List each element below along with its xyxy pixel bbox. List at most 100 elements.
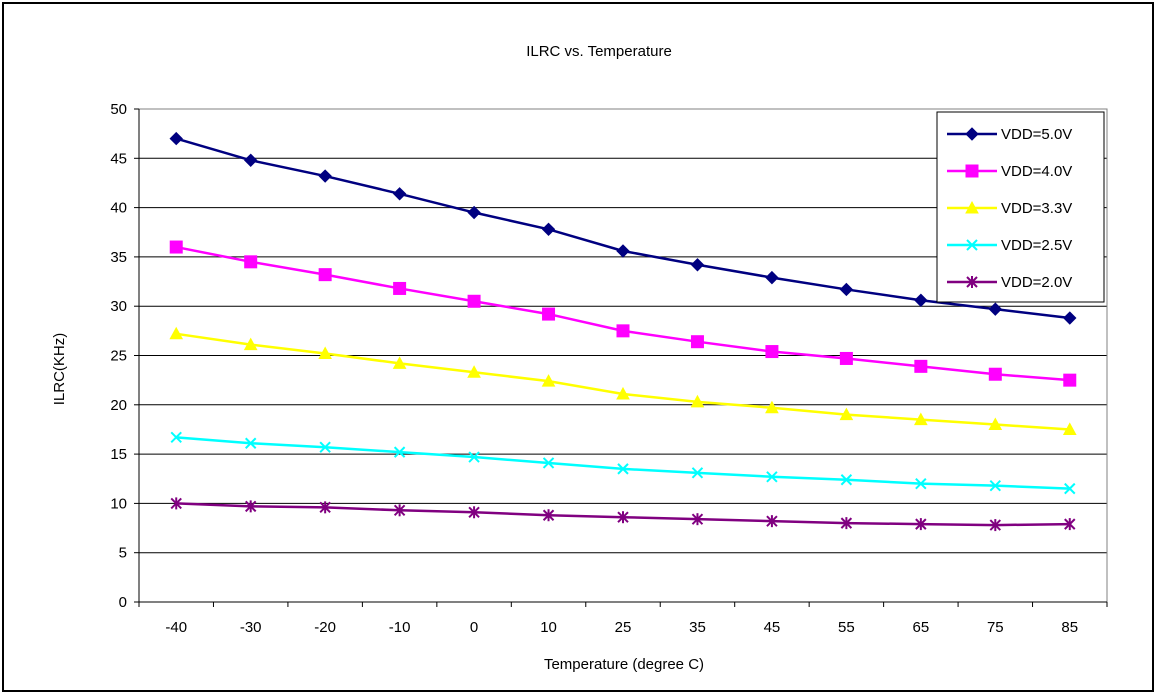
data-point <box>318 169 332 183</box>
data-point <box>170 431 182 444</box>
data-point <box>690 258 705 272</box>
data-point <box>988 417 1003 431</box>
data-point <box>617 463 629 475</box>
x-tick-label: -30 <box>240 619 262 636</box>
x-tick-label: -10 <box>389 619 411 636</box>
marker-stroke <box>691 467 704 479</box>
marker-stroke <box>617 463 629 475</box>
data-point <box>319 441 331 453</box>
legend-label: VDD=2.5V <box>1001 237 1072 254</box>
x-tick-label: 10 <box>540 619 557 636</box>
data-point <box>989 519 1002 532</box>
y-tick-label: 50 <box>110 101 127 118</box>
x-tick-label: 75 <box>987 619 1004 636</box>
y-tick-label: 35 <box>110 249 127 266</box>
data-point <box>541 374 556 387</box>
data-point <box>392 356 407 369</box>
data-point <box>244 255 258 269</box>
marker-stroke <box>989 479 1002 492</box>
legend-label: VDD=4.0V <box>1001 163 1072 180</box>
x-tick-label: 45 <box>764 619 781 636</box>
data-point <box>244 437 257 449</box>
data-point <box>914 293 928 307</box>
data-point <box>169 326 184 340</box>
legend-marker <box>966 239 978 251</box>
data-point <box>541 222 556 236</box>
y-tick-label: 15 <box>110 446 127 463</box>
x-tick-label: 55 <box>838 619 855 636</box>
legend-marker <box>965 200 979 214</box>
data-point <box>766 515 778 528</box>
data-point <box>468 451 480 463</box>
data-point <box>988 367 1002 381</box>
y-tick-label: 5 <box>119 545 127 562</box>
data-point <box>617 511 629 524</box>
marker-stroke <box>170 431 182 444</box>
data-point <box>839 282 854 297</box>
marker-stroke <box>244 437 257 449</box>
data-point <box>318 268 332 282</box>
series-vdd-4-0v <box>169 240 1077 387</box>
data-point <box>169 240 183 254</box>
y-tick-label: 20 <box>110 397 127 414</box>
data-point <box>243 337 258 351</box>
marker-stroke <box>319 441 331 453</box>
data-point <box>467 294 481 308</box>
data-point <box>244 500 257 513</box>
series-line <box>176 436 1070 490</box>
data-point <box>1064 518 1076 531</box>
data-point <box>691 467 704 479</box>
data-point <box>690 335 704 349</box>
x-tick-label: 35 <box>689 619 706 636</box>
data-point <box>467 205 481 220</box>
data-point <box>616 324 630 338</box>
data-point <box>1063 373 1077 387</box>
data-point <box>542 307 556 321</box>
series-vdd-5-0v <box>169 131 1077 325</box>
data-point <box>393 446 406 458</box>
legend-label: VDD=3.3V <box>1001 200 1072 217</box>
x-tick-label: 25 <box>615 619 632 636</box>
marker-stroke <box>766 471 778 483</box>
series-line <box>175 245 1070 382</box>
data-point <box>915 518 927 531</box>
marker-stroke <box>840 474 853 486</box>
x-tick-label: 65 <box>913 619 930 636</box>
data-point <box>616 386 630 400</box>
data-point <box>988 302 1003 316</box>
data-point <box>393 281 407 295</box>
marker-stroke <box>915 477 927 490</box>
y-tick-label: 10 <box>110 495 127 512</box>
data-point <box>766 471 778 483</box>
legend-label: VDD=2.0V <box>1001 274 1072 291</box>
data-point <box>169 131 183 146</box>
legend-marker <box>966 276 978 288</box>
x-tick-label: 0 <box>470 619 478 636</box>
y-tick-label: 45 <box>110 150 127 167</box>
data-point <box>840 474 853 486</box>
data-point <box>765 270 779 285</box>
data-point <box>690 394 705 408</box>
data-point <box>542 509 555 522</box>
x-tick-label: 85 <box>1061 619 1078 636</box>
data-point <box>468 506 480 519</box>
data-point <box>243 153 258 167</box>
data-point <box>542 457 555 469</box>
data-point <box>616 244 630 258</box>
y-tick-label: 30 <box>110 298 127 315</box>
data-point <box>765 345 779 359</box>
x-axis-title: Temperature (degree C) <box>544 656 704 673</box>
legend-marker <box>965 127 979 141</box>
data-point <box>318 346 332 360</box>
marker-stroke <box>468 451 480 463</box>
data-point <box>989 479 1002 492</box>
y-tick-label: 25 <box>110 348 127 365</box>
data-point <box>392 187 407 201</box>
series-vdd-2-5v <box>170 431 1076 495</box>
data-point <box>393 504 406 517</box>
marker-stroke <box>966 239 978 251</box>
series-line <box>176 332 1070 431</box>
data-point <box>691 513 704 526</box>
marker-stroke <box>542 457 555 469</box>
